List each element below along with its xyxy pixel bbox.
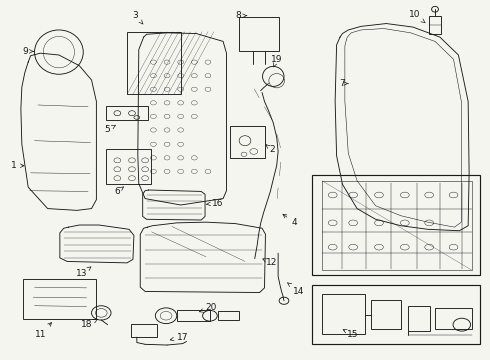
Text: 10: 10 bbox=[409, 10, 425, 23]
Bar bbox=[24, 279, 97, 319]
Bar bbox=[127, 32, 181, 94]
Bar bbox=[429, 17, 441, 34]
Bar bbox=[312, 175, 480, 275]
Bar bbox=[177, 310, 210, 321]
Bar bbox=[106, 149, 151, 184]
Text: 1: 1 bbox=[11, 161, 24, 170]
Bar bbox=[435, 308, 471, 329]
Bar bbox=[322, 294, 365, 334]
Text: 5: 5 bbox=[105, 125, 116, 135]
Bar bbox=[218, 311, 239, 320]
Text: 3: 3 bbox=[132, 11, 143, 24]
Text: 8: 8 bbox=[235, 11, 246, 20]
Bar bbox=[239, 17, 279, 51]
Text: 11: 11 bbox=[35, 323, 51, 339]
Text: 19: 19 bbox=[271, 55, 282, 67]
Text: 17: 17 bbox=[170, 333, 188, 342]
Bar bbox=[371, 300, 401, 329]
Text: 6: 6 bbox=[115, 187, 123, 196]
Text: 20: 20 bbox=[199, 303, 217, 312]
Bar bbox=[230, 126, 266, 158]
Text: 9: 9 bbox=[22, 47, 33, 56]
Bar bbox=[130, 324, 157, 337]
Text: 18: 18 bbox=[81, 319, 98, 329]
Bar bbox=[408, 306, 430, 331]
Text: 12: 12 bbox=[263, 258, 277, 267]
Text: 13: 13 bbox=[76, 267, 91, 278]
Bar bbox=[312, 285, 480, 343]
Text: 16: 16 bbox=[207, 199, 224, 208]
Text: 15: 15 bbox=[343, 329, 359, 339]
Text: 4: 4 bbox=[283, 214, 297, 228]
Text: 2: 2 bbox=[266, 145, 274, 154]
Text: 7: 7 bbox=[340, 79, 348, 88]
Bar bbox=[106, 107, 147, 120]
Text: 14: 14 bbox=[288, 283, 304, 296]
